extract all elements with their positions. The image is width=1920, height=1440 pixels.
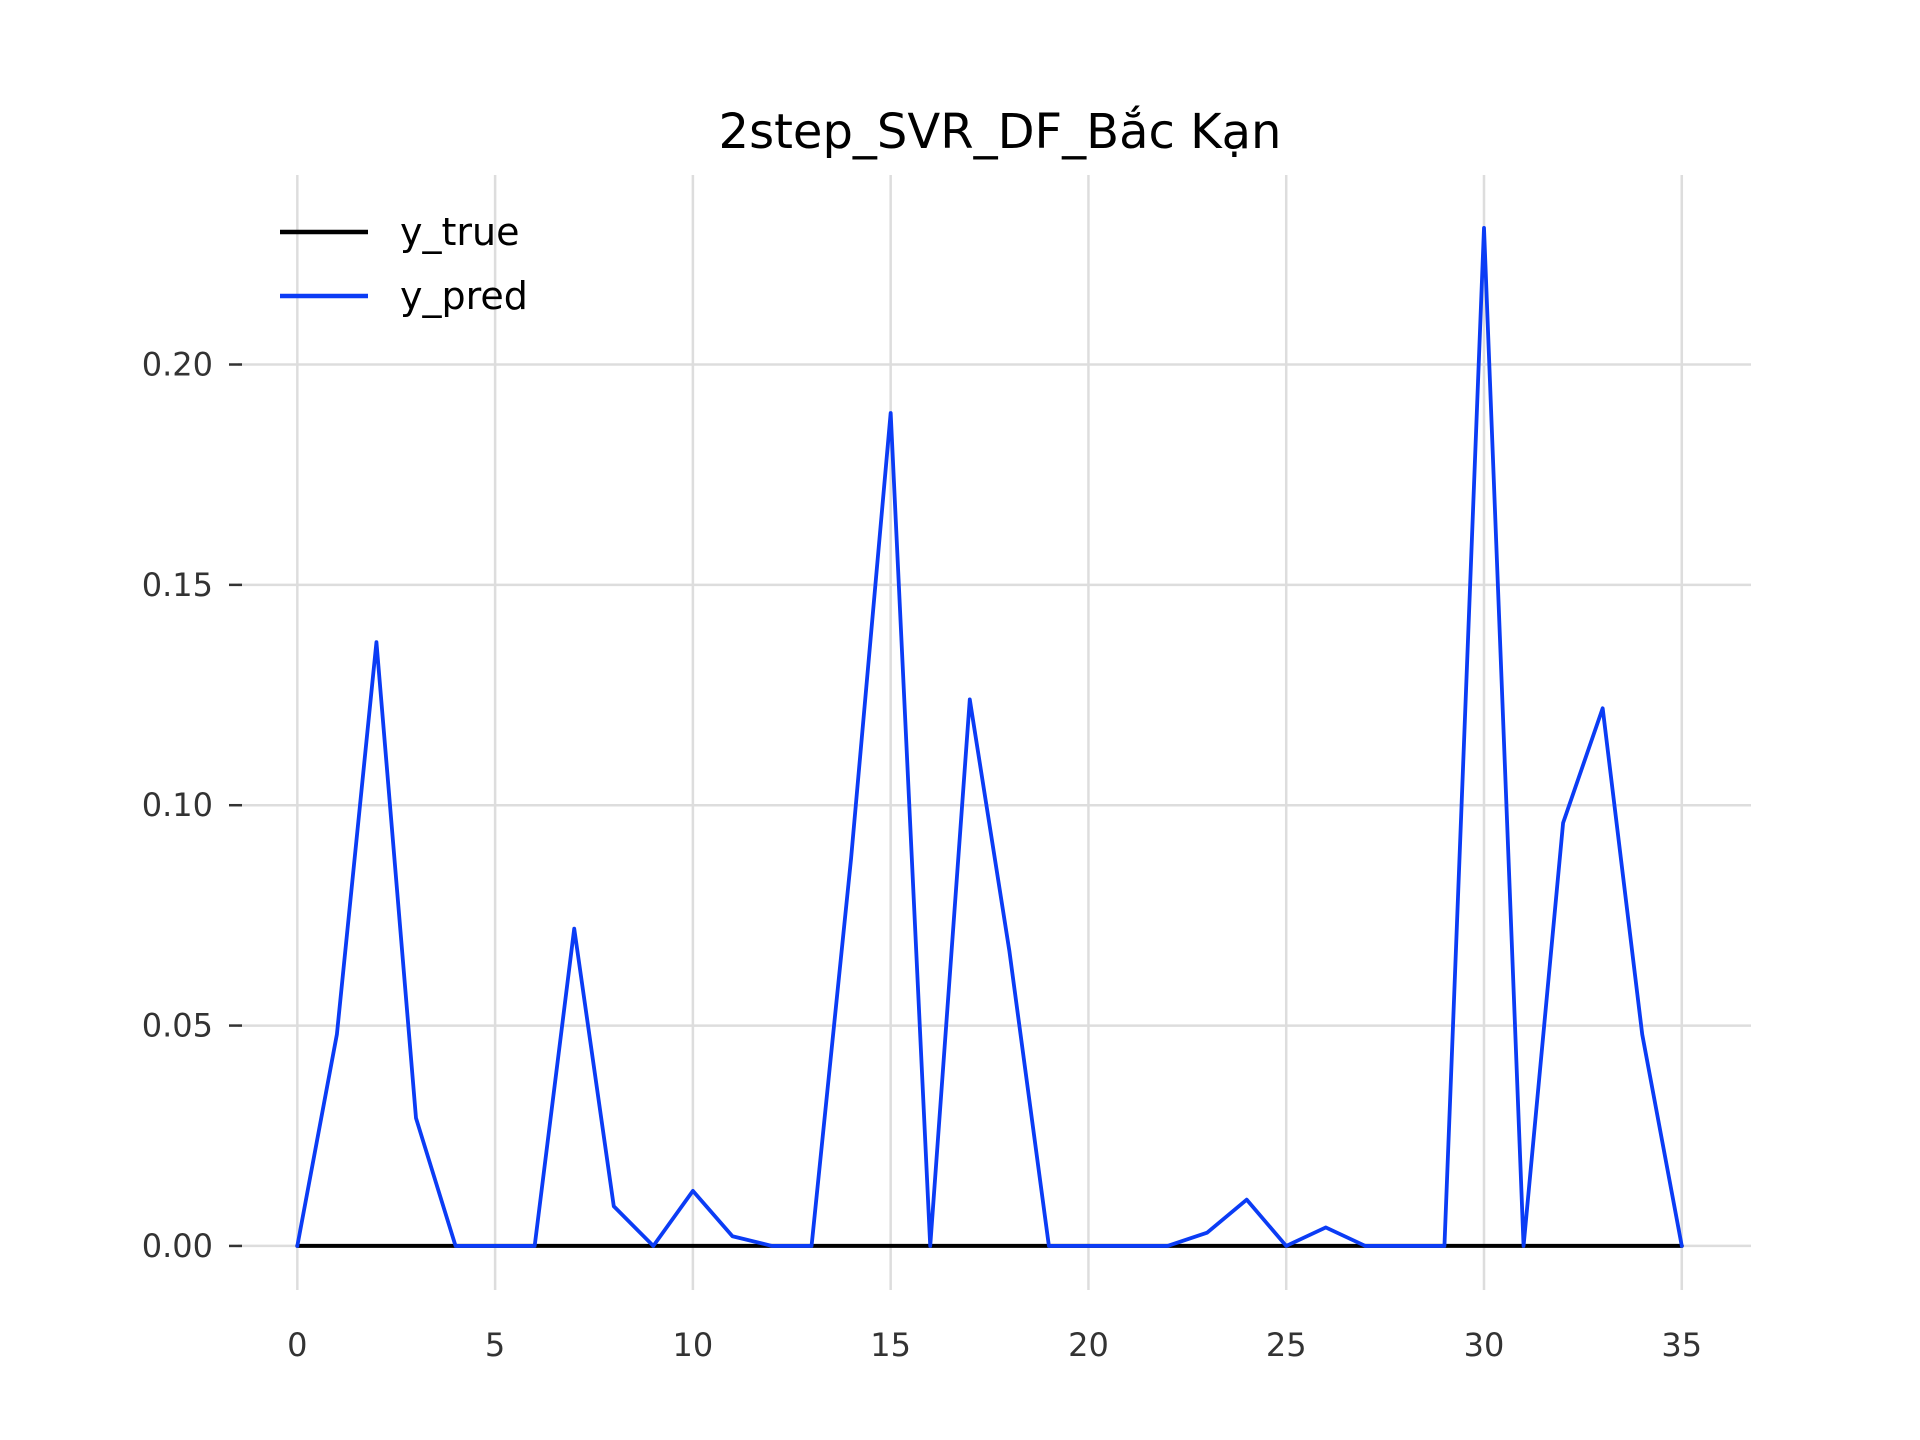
x-axis-ticks: 0 5 10 15 20 25 30 35 bbox=[287, 1326, 1702, 1364]
x-tick-label: 10 bbox=[673, 1326, 714, 1364]
x-gridlines bbox=[296, 175, 1684, 1290]
x-tick-label: 0 bbox=[287, 1326, 307, 1364]
series-line-y-pred bbox=[295, 225, 1684, 1248]
y-tick-label: 0.00 bbox=[142, 1227, 213, 1265]
y-axis-ticks: 0.00 0.05 0.10 0.15 0.20 bbox=[142, 346, 242, 1265]
x-tick-label: 20 bbox=[1068, 1326, 1109, 1364]
legend-label: y_pred bbox=[400, 274, 528, 318]
x-tick-label: 15 bbox=[870, 1326, 911, 1364]
chart-title: 2step_SVR_DF_Bắc Kạn bbox=[719, 104, 1282, 160]
x-tick-label: 30 bbox=[1464, 1326, 1505, 1364]
y-tick-label: 0.20 bbox=[142, 346, 213, 384]
y-tick-label: 0.05 bbox=[142, 1007, 213, 1045]
series-lines bbox=[295, 225, 1684, 1248]
x-tick-label: 25 bbox=[1266, 1326, 1307, 1364]
x-tick-label: 5 bbox=[485, 1326, 505, 1364]
x-tick-label: 35 bbox=[1661, 1326, 1702, 1364]
y-tick-label: 0.15 bbox=[142, 566, 213, 604]
y-tick-label: 0.10 bbox=[142, 786, 213, 824]
legend-label: y_true bbox=[400, 210, 519, 254]
legend: y_true y_pred bbox=[280, 210, 528, 318]
